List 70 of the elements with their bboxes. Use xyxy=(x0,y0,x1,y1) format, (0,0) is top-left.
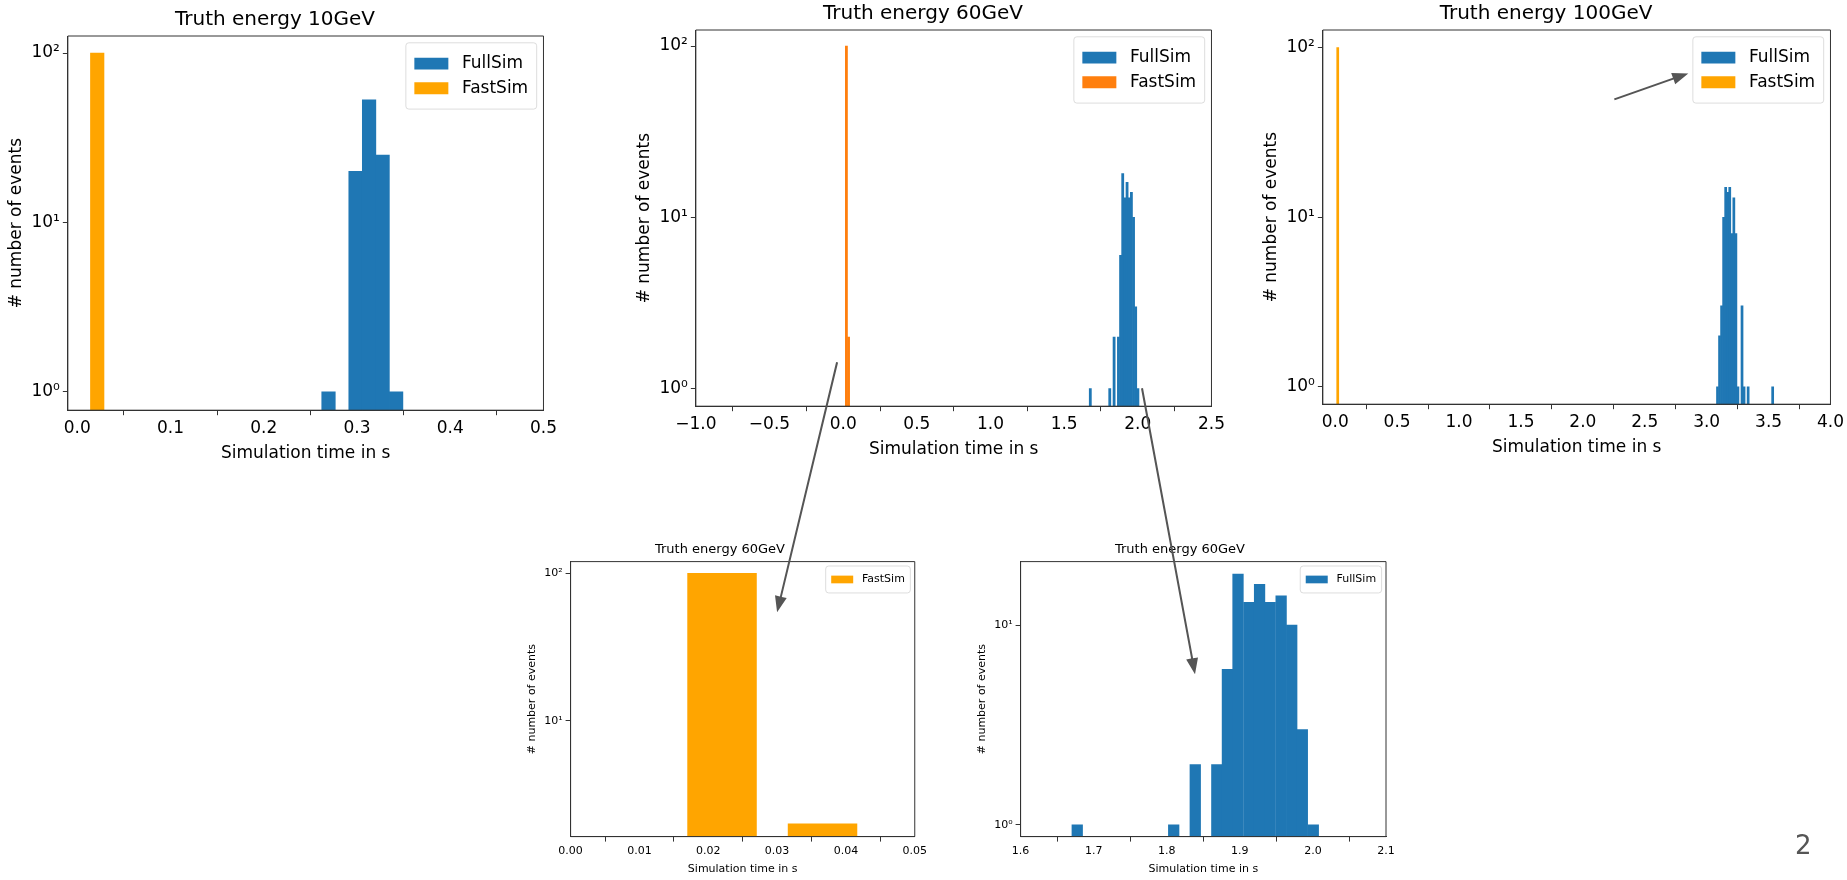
x-tick-label: 0.5 xyxy=(1383,410,1411,431)
x-tick-label: 1.9 xyxy=(1231,844,1249,858)
x-axis-title: Simulation time in s xyxy=(1148,862,1259,876)
x-tick-label: 1.0 xyxy=(976,412,1005,433)
x-tick-label: 0.04 xyxy=(833,844,859,858)
x-tick-label: 1.5 xyxy=(1050,412,1078,433)
x-tick-label: 0.1 xyxy=(156,416,184,437)
x-tick-label: 1.7 xyxy=(1084,844,1103,858)
x-tick-label: 0.01 xyxy=(627,844,652,858)
x-tick-label: 1.6 xyxy=(1011,844,1030,858)
x-tick-label: 0.0 xyxy=(63,416,91,437)
x-axis-title: Simulation time in s xyxy=(868,438,1039,459)
legend-label: FastSim xyxy=(1748,70,1816,91)
y-tick-label: 10² xyxy=(31,41,60,62)
y-tick-label: 10² xyxy=(1286,36,1315,57)
x-axis-title: Simulation time in s xyxy=(1491,436,1662,457)
x-tick-label: 0.05 xyxy=(902,844,927,858)
y-tick-label: 10⁰ xyxy=(1286,375,1316,396)
y-axis-title: # number of events xyxy=(632,132,653,304)
x-tick-label: 2.5 xyxy=(1631,410,1659,431)
y-tick-label: 10⁰ xyxy=(31,380,61,401)
legend-label: FastSim xyxy=(461,76,529,97)
x-tick-label: 2.0 xyxy=(1304,844,1322,858)
x-axis-title: Simulation time in s xyxy=(687,862,798,876)
chart-title: Truth energy 60GeV xyxy=(653,541,786,557)
y-tick-label: 10¹ xyxy=(31,210,60,231)
legend-label: FastSim xyxy=(1129,70,1197,91)
x-tick-label: 4.0 xyxy=(1816,410,1845,431)
x-tick-label: 1.8 xyxy=(1158,844,1176,858)
y-tick-label: 10¹ xyxy=(994,617,1013,631)
chart-title: Truth energy 10GeV xyxy=(173,6,376,31)
y-tick-label: 10⁰ xyxy=(659,377,689,398)
x-tick-label: 0.0 xyxy=(1321,410,1349,431)
y-tick-label: 10⁰ xyxy=(994,817,1014,831)
y-tick-label: 10¹ xyxy=(1286,205,1315,226)
x-axis-title: Simulation time in s xyxy=(220,442,391,463)
x-tick-label: 0.00 xyxy=(558,844,583,858)
x-tick-label: 0.0 xyxy=(829,412,857,433)
x-tick-label: 1.0 xyxy=(1445,410,1473,431)
x-tick-label: 3.0 xyxy=(1693,410,1721,431)
x-tick-label: −0.5 xyxy=(748,412,791,433)
x-tick-label: 0.3 xyxy=(343,416,371,437)
y-axis-title: # number of events xyxy=(1259,131,1280,303)
y-axis-title: # number of events xyxy=(525,643,539,755)
x-tick-label: 1.5 xyxy=(1507,410,1535,431)
x-tick-label: 3.5 xyxy=(1755,410,1783,431)
chart-title: Truth energy 60GeV xyxy=(821,0,1024,25)
x-tick-label: 2.0 xyxy=(1569,410,1597,431)
legend-label: FastSim xyxy=(862,572,905,586)
x-tick-label: 0.5 xyxy=(903,412,931,433)
y-axis-title: # number of events xyxy=(4,137,25,309)
legend-label: FullSim xyxy=(1129,46,1192,67)
y-tick-label: 10¹ xyxy=(544,713,563,727)
x-tick-label: 0.02 xyxy=(696,844,721,858)
legend-label: FullSim xyxy=(1336,572,1377,586)
chart-title: Truth energy 100GeV xyxy=(1438,0,1653,25)
x-tick-label: 0.03 xyxy=(764,844,790,858)
x-tick-label: 0.5 xyxy=(529,416,558,437)
y-tick-label: 10¹ xyxy=(659,205,688,226)
x-tick-label: −1.0 xyxy=(675,412,717,433)
y-axis-title: # number of events xyxy=(975,643,989,755)
legend-label: FullSim xyxy=(1748,46,1811,67)
text: 2 xyxy=(1795,830,1812,860)
legend-label: FullSim xyxy=(461,52,524,73)
y-tick-label: 10² xyxy=(659,34,688,55)
x-tick-label: 2.1 xyxy=(1377,844,1395,858)
x-tick-label: 0.4 xyxy=(436,416,464,437)
x-tick-label: 0.2 xyxy=(250,416,278,437)
x-tick-label: 2.5 xyxy=(1197,412,1226,433)
y-tick-label: 10² xyxy=(544,566,563,580)
